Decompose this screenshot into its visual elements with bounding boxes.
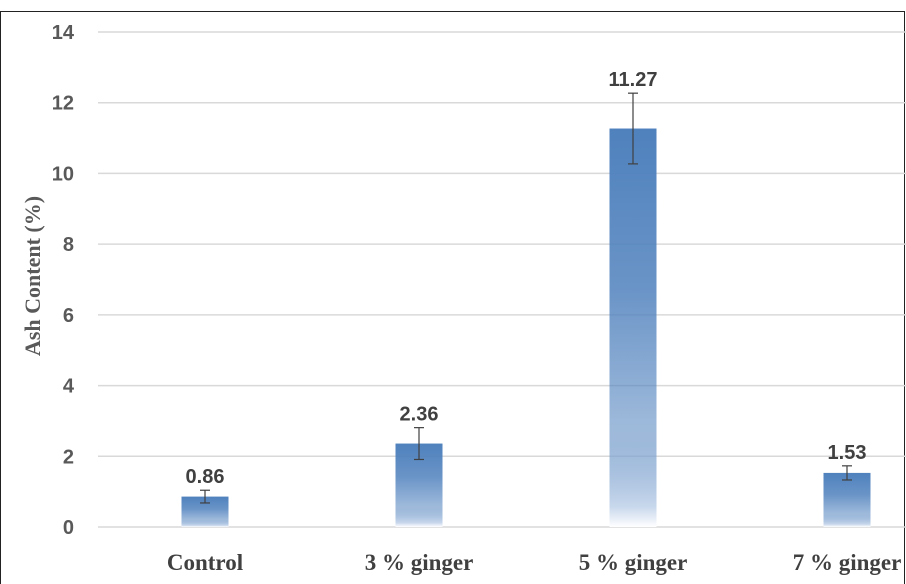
y-tick-label: 0	[63, 517, 74, 539]
x-axis-ticks: Control 3 % ginger 5 % ginger 7 % ginger	[167, 550, 901, 575]
data-label: 11.27	[609, 69, 658, 91]
y-tick-label: 10	[52, 163, 74, 185]
y-tick-label: 6	[63, 305, 74, 327]
x-tick-label: 5 % ginger	[579, 550, 688, 575]
bar	[823, 472, 871, 527]
data-labels: 0.86 2.36 11.27 1.53	[186, 69, 867, 488]
x-tick-label: Control	[167, 550, 243, 575]
bar	[609, 128, 657, 527]
chart-frame	[0, 11, 905, 584]
y-axis-ticks: 0 2 4 6 8 10 12 14	[52, 22, 75, 539]
data-label: 2.36	[400, 404, 439, 426]
bars	[181, 128, 871, 527]
y-axis-label: Ash Content (%)	[20, 196, 45, 356]
y-tick-label: 8	[63, 234, 74, 256]
data-label: 0.86	[186, 466, 225, 488]
error-bars	[200, 92, 852, 504]
x-tick-label: 7 % ginger	[793, 550, 902, 575]
y-tick-label: 12	[52, 93, 74, 115]
y-tick-label: 14	[52, 22, 75, 44]
y-tick-label: 2	[63, 446, 74, 468]
y-tick-label: 4	[63, 376, 75, 398]
x-tick-label: 3 % ginger	[365, 550, 474, 575]
gridlines	[98, 31, 906, 528]
data-label: 1.53	[828, 442, 867, 464]
